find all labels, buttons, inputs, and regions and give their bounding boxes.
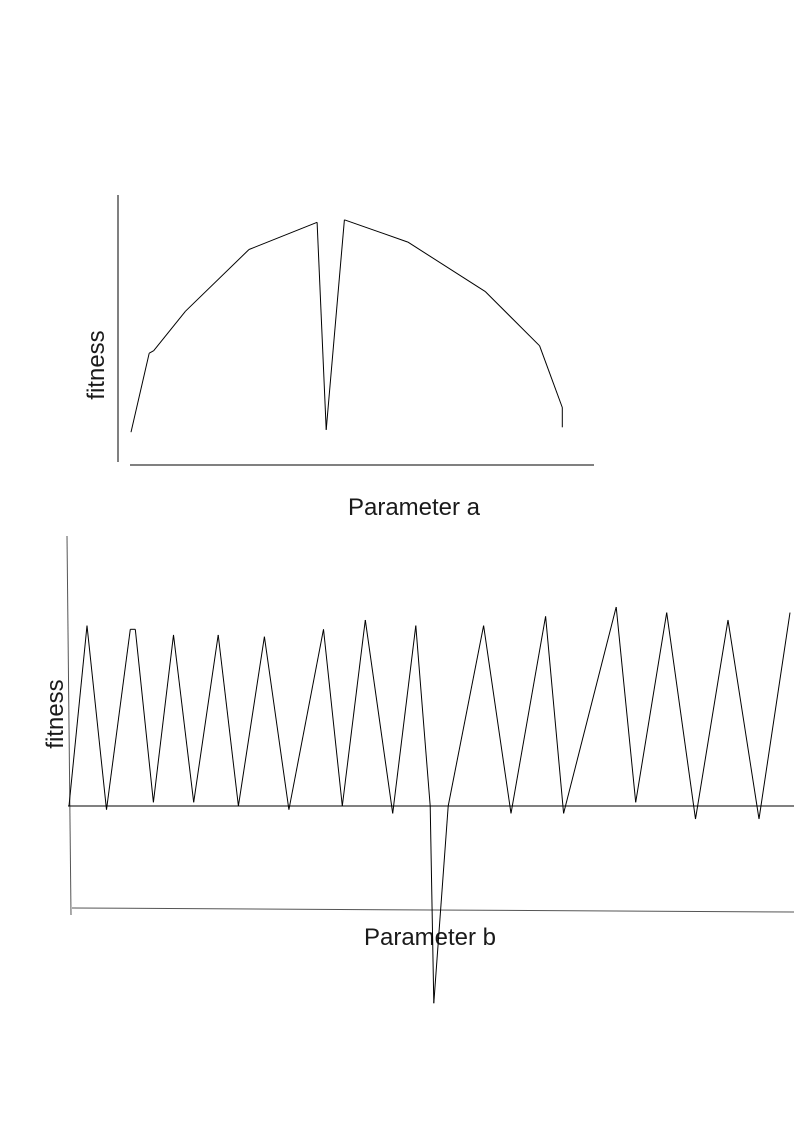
chart-a-series-segment (148, 350, 154, 354)
chart-b-series-segment (758, 612, 791, 820)
chart-a-series-segment (325, 219, 345, 430)
chart-a-series-segment (130, 353, 150, 433)
chart-b-series-segment (415, 625, 431, 807)
chart-b-series-segment (323, 629, 343, 807)
chart-b-series-segment (727, 619, 760, 820)
chart-a-series-segment (248, 221, 318, 250)
chart-b-y-axis (66, 535, 72, 916)
chart-b-series-segment (695, 619, 729, 820)
chart-b-x-axis-label: Parameter b (364, 924, 496, 951)
chart-a-series-segment (153, 310, 186, 352)
chart-b-series-segment (86, 625, 107, 810)
chart-b-series-segment (364, 619, 394, 814)
chart-a-x-axis-label: Parameter a (348, 494, 481, 521)
chart-b-series-segment (635, 612, 668, 803)
chart-b-series-segment (152, 634, 174, 803)
chart-a-y-axis-label: fitness (83, 330, 110, 399)
chart-a-series-segment (407, 241, 486, 292)
chart-b-x-axis (71, 907, 794, 913)
chart-a-series-segment (316, 222, 327, 430)
chart-b-series-segment (545, 616, 565, 814)
chart-b-series-segment (106, 629, 131, 810)
chart-b-series-segment (563, 606, 617, 814)
chart-b-series-segment (447, 625, 485, 807)
chart-b-series-segment (666, 612, 696, 820)
chart-b-series-segment (429, 805, 435, 1004)
chart-b-series-segment (263, 636, 290, 810)
chart-a-series-segment (344, 219, 409, 243)
chart-a-series-segment (185, 249, 250, 312)
chart-b-series-segment (483, 625, 512, 814)
chart-b-series-segment (510, 616, 547, 814)
chart-a-series-segment (484, 291, 540, 347)
chart-b-series-segment (433, 805, 449, 1004)
chart-b-series-segment (237, 636, 265, 807)
chart-b-series-segment (392, 625, 417, 814)
chart-b-series-segment (134, 629, 154, 803)
chart-b-series-segment (341, 619, 366, 807)
chart-b-series-segment (615, 606, 637, 803)
chart-parameter-a: fitness Parameter a (83, 195, 594, 521)
chart-b-series-segment (288, 629, 324, 810)
chart-b-series-segment (193, 634, 219, 803)
chart-b-series-segment (217, 634, 239, 807)
chart-b-series-segment (173, 634, 195, 803)
chart-a-series-segment (539, 345, 563, 408)
chart-parameter-b: fitness Parameter b (42, 535, 794, 1004)
chart-b-plot-area (68, 606, 791, 1004)
chart-a-plot-area (130, 219, 563, 433)
chart-b-series-segment (68, 625, 88, 807)
chart-b-y-axis-label: fitness (42, 679, 69, 748)
